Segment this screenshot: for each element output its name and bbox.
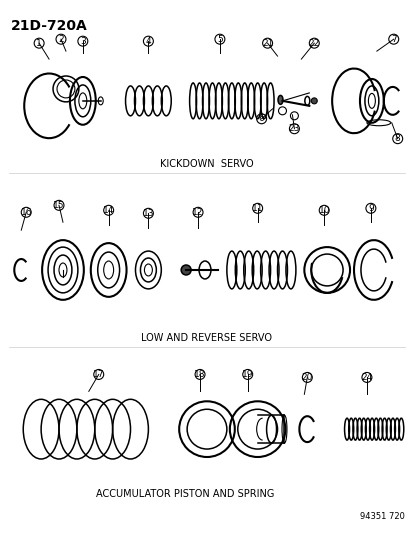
Text: 5: 5 [216, 35, 222, 44]
Text: 22: 22 [308, 39, 319, 47]
Ellipse shape [278, 95, 282, 104]
Text: 21D-720A: 21D-720A [11, 19, 88, 33]
Text: 12: 12 [192, 208, 203, 217]
Text: 9: 9 [367, 204, 373, 213]
Text: 1: 1 [36, 39, 42, 47]
Text: 8: 8 [394, 134, 400, 143]
Text: 6: 6 [258, 114, 264, 123]
Text: 11: 11 [251, 204, 263, 213]
Text: 24: 24 [361, 373, 372, 382]
Text: 19: 19 [241, 370, 253, 379]
Text: 7: 7 [390, 35, 396, 44]
Text: 4: 4 [145, 37, 151, 46]
Text: 17: 17 [93, 370, 104, 379]
Text: ACCUMULATOR PISTON AND SPRING: ACCUMULATOR PISTON AND SPRING [96, 489, 274, 499]
Text: 10: 10 [318, 206, 329, 215]
Text: 94351 720: 94351 720 [359, 512, 404, 521]
Text: 16: 16 [20, 208, 32, 217]
Text: 15: 15 [53, 201, 64, 210]
Text: 20: 20 [301, 373, 312, 382]
Text: 18: 18 [194, 370, 205, 379]
Text: 21: 21 [261, 39, 273, 47]
Text: 3: 3 [80, 37, 85, 46]
Text: 23: 23 [288, 124, 299, 133]
Text: 14: 14 [103, 206, 114, 215]
Text: KICKDOWN  SERVO: KICKDOWN SERVO [160, 158, 253, 168]
Ellipse shape [311, 98, 316, 104]
Text: 2: 2 [58, 35, 64, 44]
Text: 13: 13 [142, 209, 154, 218]
Ellipse shape [181, 265, 191, 275]
Text: LOW AND REVERSE SERVO: LOW AND REVERSE SERVO [141, 333, 272, 343]
